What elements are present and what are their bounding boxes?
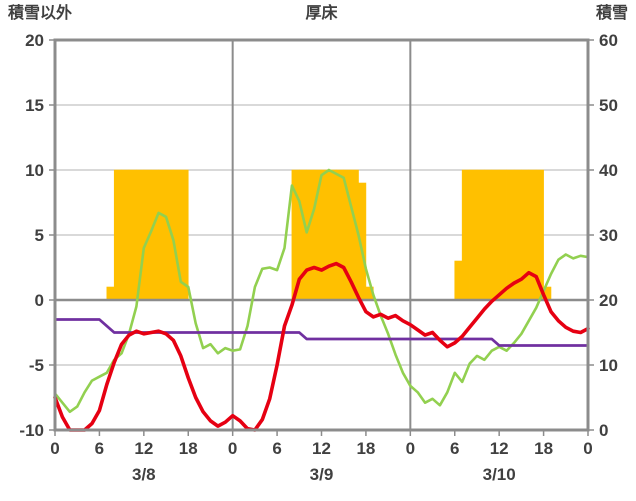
hour-tick-label: 0 <box>50 439 59 458</box>
hour-tick-label: 6 <box>95 439 104 458</box>
temperature-line <box>53 261 590 432</box>
sunshine-bars <box>158 169 167 301</box>
sunshine-bars <box>506 169 515 301</box>
right-axis-tick-label: 30 <box>599 226 618 245</box>
sunshine-bars <box>491 169 500 301</box>
hour-tick-label: 0 <box>406 439 415 458</box>
right-axis-tick-label: 50 <box>599 96 618 115</box>
sunshine-bars <box>106 286 115 301</box>
right-axis-tick-label: 60 <box>599 31 618 50</box>
hour-tick-label: 12 <box>134 439 153 458</box>
date-label: 3/8 <box>132 465 156 484</box>
hour-tick-label: 0 <box>583 439 592 458</box>
hour-tick-label: 12 <box>312 439 331 458</box>
hour-tick-label: 18 <box>356 439 375 458</box>
hour-tick-label: 6 <box>272 439 281 458</box>
hour-tick-label: 0 <box>228 439 237 458</box>
hour-tick-label: 18 <box>179 439 198 458</box>
sunshine-bars <box>113 169 122 301</box>
sunshine-bars <box>454 260 463 301</box>
hour-tick-label: 18 <box>534 439 553 458</box>
sunshine-bars <box>128 169 137 301</box>
right-axis-tick-label: 10 <box>599 356 618 375</box>
hour-tick-label: 12 <box>490 439 509 458</box>
sunshine-bars <box>121 169 130 301</box>
sunshine-bars <box>461 169 470 301</box>
sunshine-bars <box>328 169 337 301</box>
sunshine-bars <box>321 169 330 301</box>
left-axis-tick-label: 15 <box>25 96 44 115</box>
left-axis-tick-label: -10 <box>19 421 44 440</box>
sunshine-bars <box>180 169 189 301</box>
left-axis-tick-label: 5 <box>35 226 44 245</box>
left-axis-tick-label: 20 <box>25 31 44 50</box>
sunshine-bars <box>498 169 507 301</box>
left-axis-title: 積雪以外 <box>8 5 73 22</box>
sunshine-bars <box>306 169 315 301</box>
sunshine-bars <box>528 169 537 301</box>
date-label: 3/10 <box>483 465 516 484</box>
left-axis-tick-label: -5 <box>29 356 44 375</box>
sunshine-bars <box>150 169 159 301</box>
left-axis-tick-label: 0 <box>35 291 44 310</box>
right-axis-tick-label: 20 <box>599 291 618 310</box>
sunshine-bars <box>469 169 478 301</box>
right-axis-tick-label: 40 <box>599 161 618 180</box>
right-axis-tick-label: 0 <box>599 421 608 440</box>
sunshine-bars <box>484 169 493 301</box>
date-label: 3/9 <box>310 465 334 484</box>
station-title: 厚床 <box>305 5 338 22</box>
sunshine-bars <box>336 169 345 301</box>
left-axis-tick-label: 10 <box>25 161 44 180</box>
hour-tick-label: 6 <box>450 439 459 458</box>
sunshine-bars <box>476 169 485 301</box>
right-axis-title: 積雪 <box>595 5 628 22</box>
